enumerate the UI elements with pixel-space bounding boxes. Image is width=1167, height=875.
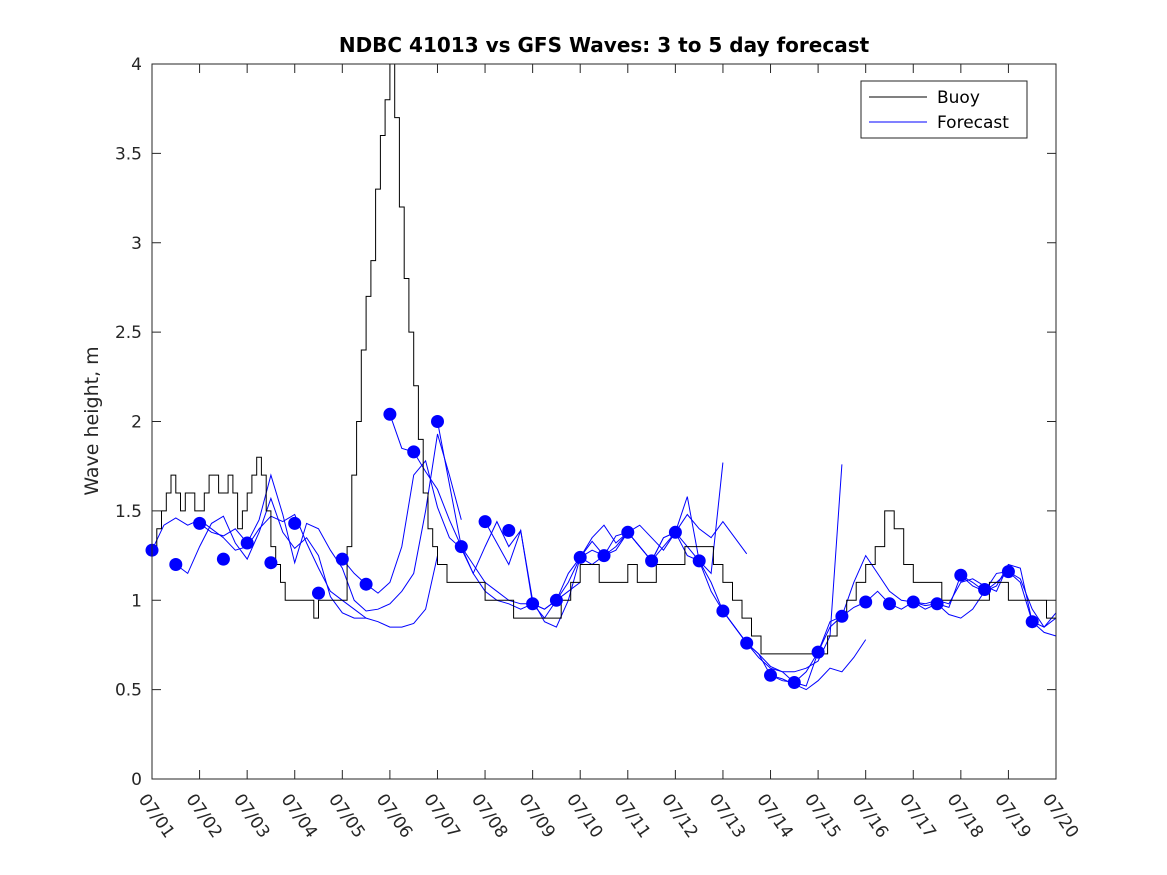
y-tick-label: 1.5 — [115, 502, 142, 522]
forecast-point — [621, 525, 635, 539]
forecast-run-3 — [341, 459, 533, 610]
forecast-point — [240, 536, 254, 550]
forecast-point — [787, 676, 801, 689]
forecast-point — [193, 516, 207, 530]
forecast-point — [692, 554, 706, 568]
forecast-point — [216, 552, 230, 566]
forecast-point — [288, 516, 302, 530]
forecast-point — [431, 415, 444, 428]
forecast-run-14 — [865, 571, 1057, 637]
forecast-run-1 — [175, 496, 438, 628]
forecast-point — [359, 577, 373, 591]
forecast-point — [478, 515, 492, 529]
forecast-run-10 — [674, 532, 866, 687]
forecast-point — [978, 583, 992, 596]
legend: Buoy Forecast — [860, 80, 1028, 139]
forecast-point — [668, 525, 682, 539]
y-tick-label: 0.5 — [115, 681, 142, 701]
forecast-run-0 — [151, 513, 367, 619]
forecast-point — [407, 445, 421, 459]
forecast-run-8 — [579, 513, 748, 566]
y-tick-label: 2.5 — [115, 323, 142, 343]
legend-label-forecast: Forecast — [937, 113, 1009, 133]
chart-title: NDBC 41013 vs GFS Waves: 3 to 5 day fore… — [339, 33, 870, 57]
forecast-point — [883, 597, 896, 611]
forecast-point — [597, 549, 611, 563]
forecast-point — [526, 597, 540, 611]
plot-area — [152, 64, 1056, 779]
forecast-point — [264, 556, 278, 570]
y-tick-label: 1 — [131, 591, 142, 611]
forecast-point — [930, 597, 944, 611]
forecast-point — [335, 552, 349, 566]
legend-label-buoy: Buoy — [937, 88, 980, 108]
forecast-run-12 — [770, 639, 867, 691]
forecast-point — [1001, 565, 1015, 579]
legend-box — [860, 80, 1028, 139]
forecast-point — [811, 645, 825, 659]
forecast-point — [716, 604, 730, 618]
series-layer — [145, 63, 1057, 691]
forecast-point — [906, 595, 920, 609]
forecast-point — [645, 554, 659, 568]
forecast-point — [859, 595, 873, 609]
forecast-point — [549, 593, 563, 607]
y-tick-label: 3 — [131, 234, 142, 254]
forecast-point — [954, 568, 968, 582]
y-tick-label: 0 — [131, 770, 142, 790]
forecast-point — [454, 540, 468, 554]
forecast-point — [502, 524, 516, 537]
y-tick-label: 3.5 — [115, 144, 142, 164]
forecast-point — [383, 407, 397, 421]
y-tick-label: 4 — [131, 55, 142, 75]
forecast-point — [312, 586, 325, 600]
forecast-point — [169, 558, 183, 571]
forecast-point — [573, 550, 587, 564]
forecast-run-16 — [960, 563, 1057, 628]
y-axis-ticks: 0 0.5 1 1.5 2 2.5 3 3.5 4 — [115, 55, 1056, 790]
y-axis-label: Wave height, m — [81, 346, 103, 495]
y-tick-label: 2 — [131, 413, 142, 433]
forecast-point — [835, 609, 849, 623]
forecast-point — [1025, 615, 1039, 629]
forecast-point — [764, 668, 777, 682]
forecast-point — [740, 636, 754, 650]
